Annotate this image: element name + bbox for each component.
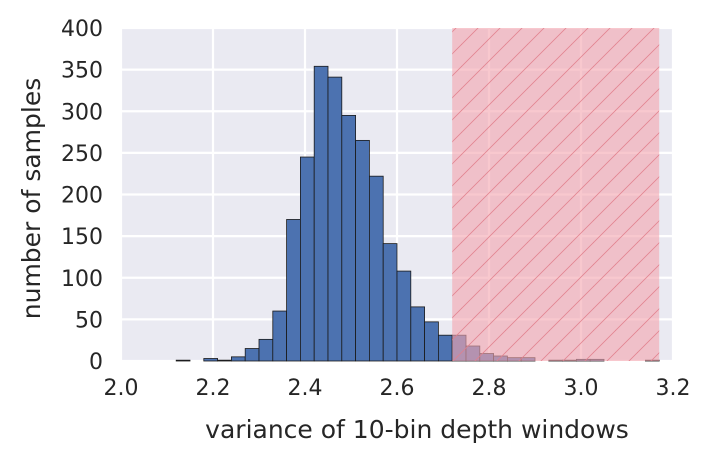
x-tick-label: 2.4 [288, 376, 323, 401]
histogram-bar [272, 310, 287, 362]
y-tick-label: 200 [61, 184, 103, 209]
histogram-bar [258, 338, 274, 362]
histogram-bar [410, 306, 425, 362]
histogram-bar [217, 359, 232, 362]
y-tick-label: 50 [75, 308, 103, 333]
histogram-bar [244, 348, 260, 362]
histogram-bar [313, 65, 329, 362]
histogram-bar [368, 175, 384, 362]
y-tick-label: 300 [61, 100, 103, 125]
histogram-bar [396, 270, 412, 362]
y-tick-label: 250 [61, 142, 103, 167]
highlight-region [452, 28, 660, 361]
x-tick-label: 2.0 [104, 376, 139, 401]
x-tick-label: 3.2 [656, 376, 691, 401]
y-tick-label: 350 [61, 59, 103, 84]
y-axis-label: number of samples [17, 78, 46, 319]
x-axis-label: variance of 10-bin depth windows [205, 415, 629, 444]
histogram-bar [437, 334, 453, 362]
histogram-bar [299, 156, 315, 362]
y-tick-label: 100 [61, 267, 103, 292]
x-tick-label: 2.8 [472, 376, 507, 401]
histogram-bar [355, 139, 370, 362]
histogram-bar [203, 358, 219, 362]
y-tick-label: 0 [89, 350, 103, 375]
highlight-hatch [452, 28, 660, 361]
histogram-bar [424, 321, 439, 362]
histogram-bar [286, 219, 301, 362]
histogram-bar [230, 356, 246, 362]
histogram-bar [341, 115, 356, 362]
y-tick-label: 150 [61, 225, 103, 250]
x-tick-label: 2.2 [196, 376, 231, 401]
histogram-bar [382, 243, 398, 362]
x-tick-label: 3.0 [564, 376, 599, 401]
y-tick-label: 400 [61, 17, 103, 42]
histogram-bar [175, 359, 191, 362]
x-tick-label: 2.6 [380, 376, 415, 401]
tick-labels: 2.0 2.2 2.4 2.6 2.8 3.0 3.2 0 50 100 150 200 250 300 3… [61, 17, 691, 401]
histogram-bar [327, 76, 343, 362]
